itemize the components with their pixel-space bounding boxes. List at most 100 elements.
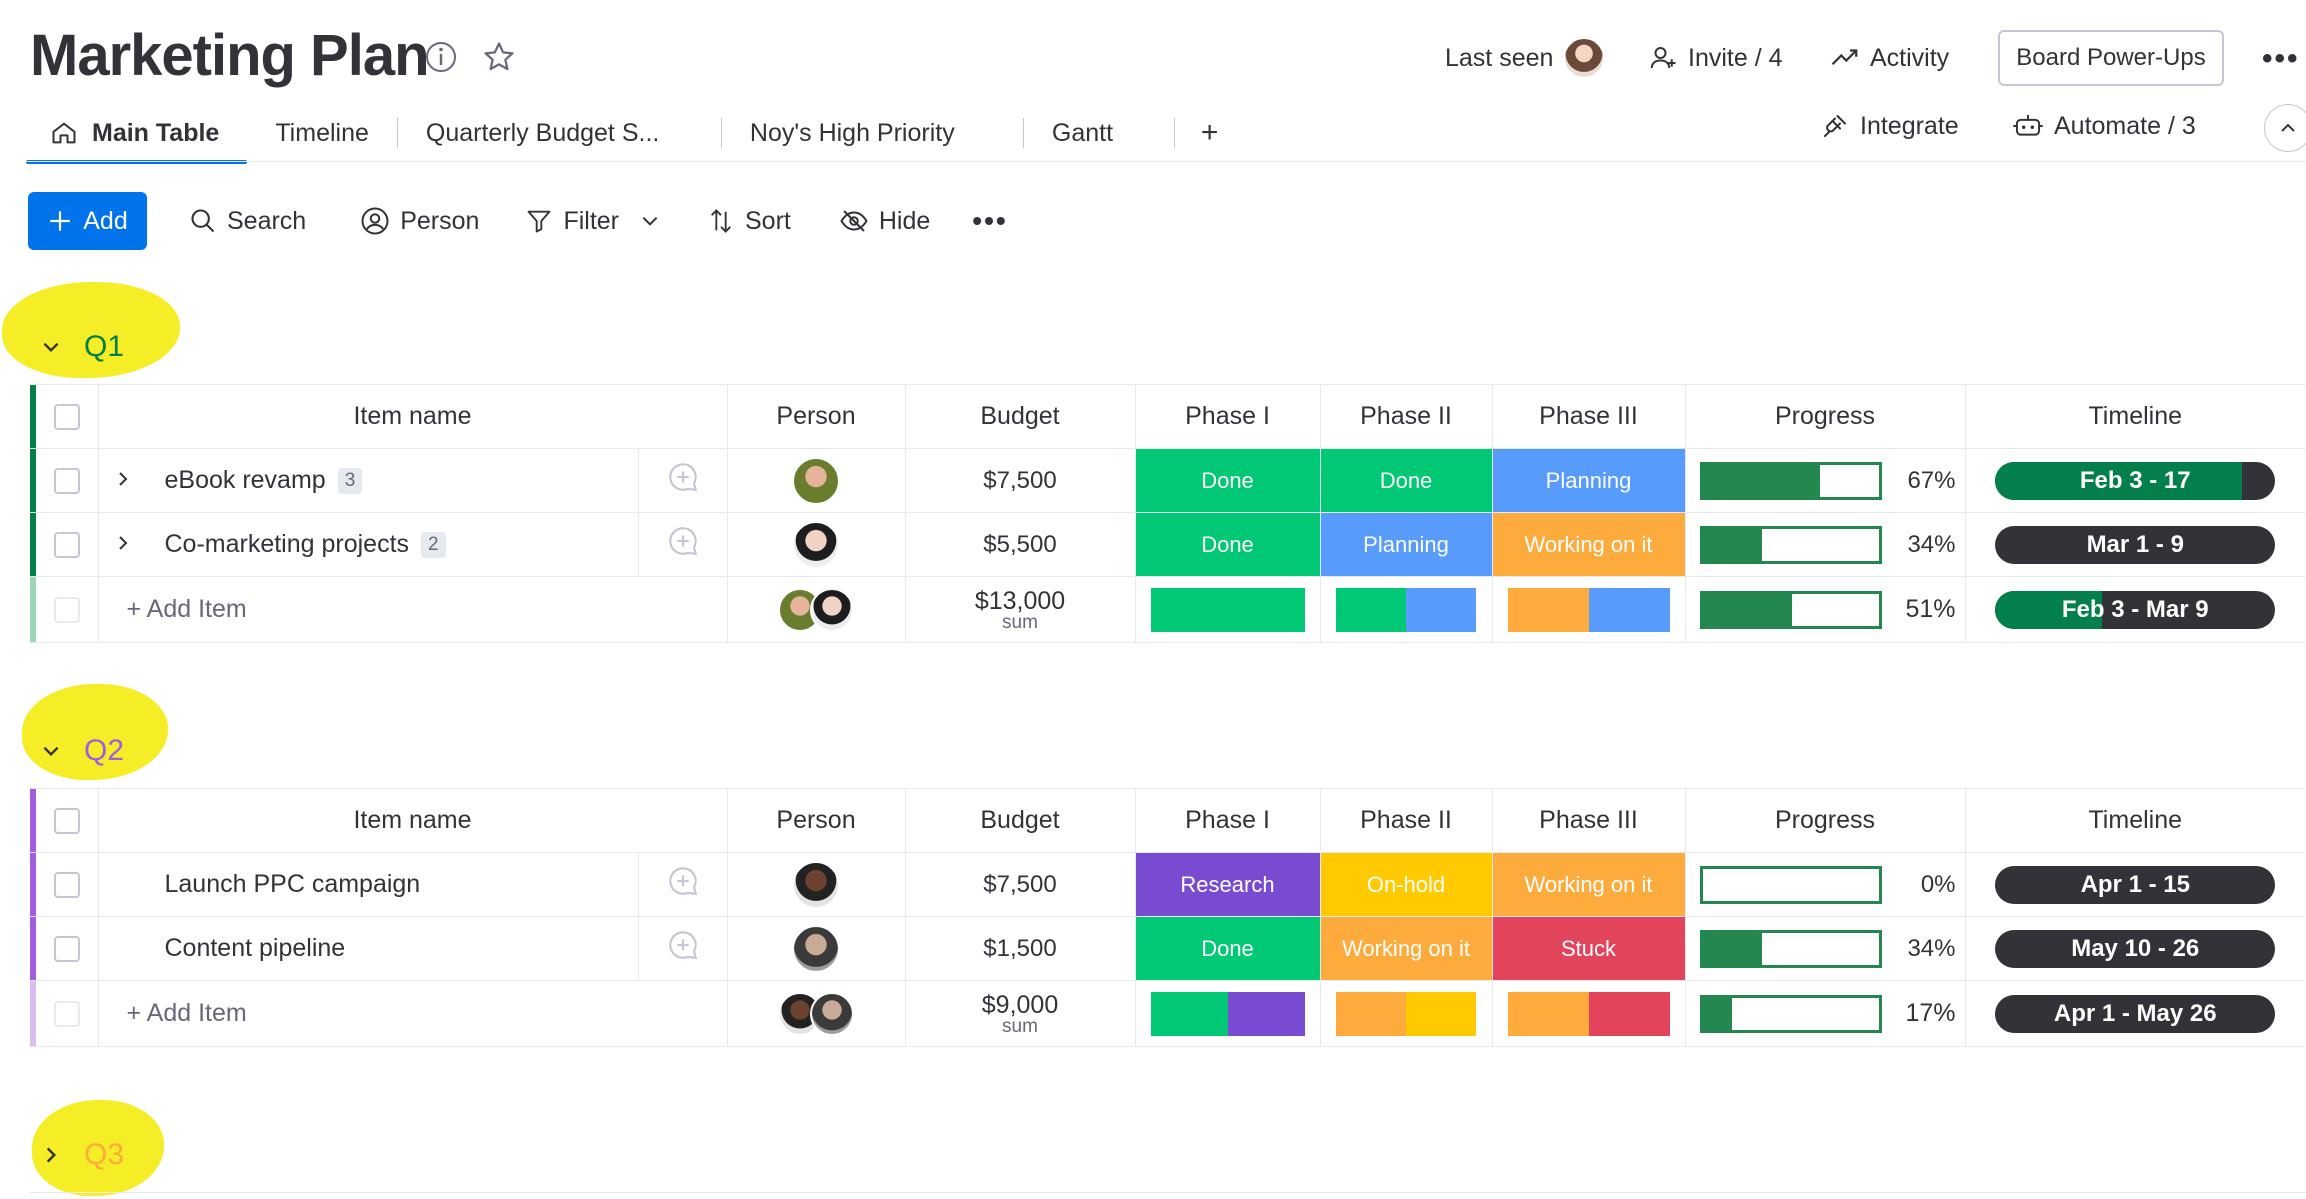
status-label[interactable]: Done xyxy=(1135,513,1319,576)
column-header-item-name[interactable]: Item name xyxy=(98,384,728,449)
status-label[interactable]: Done xyxy=(1135,449,1319,512)
status-label[interactable]: Done xyxy=(1320,449,1491,512)
status-cell-phase-3[interactable]: Planning xyxy=(1492,448,1686,513)
board-power-ups-button[interactable]: Board Power-Ups xyxy=(1998,30,2224,86)
status-cell-phase-2[interactable]: On-hold xyxy=(1320,852,1493,917)
checkbox[interactable] xyxy=(53,532,80,559)
table-row[interactable]: eBook revamp 3 $7,500 Done Done Planning… xyxy=(30,448,2305,513)
timeline-pill[interactable]: Apr 1 - 15 xyxy=(1995,865,2276,904)
invite-button[interactable]: Invite / 4 xyxy=(1648,38,1783,78)
budget-cell[interactable]: $7,500 xyxy=(905,852,1136,917)
item-name[interactable]: eBook revamp xyxy=(164,466,326,494)
integrate-button[interactable]: Integrate xyxy=(1820,106,1959,146)
column-header-phase-1[interactable]: Phase I xyxy=(1135,788,1321,853)
column-header-item-name[interactable]: Item name xyxy=(98,788,728,853)
checkbox[interactable] xyxy=(53,808,80,835)
timeline-pill[interactable]: Mar 1 - 9 xyxy=(1995,525,2276,564)
table-row[interactable]: Content pipeline $1,500 Done Working on … xyxy=(30,916,2305,981)
add-item-cell[interactable]: + Add Item xyxy=(98,980,728,1047)
tab-timeline[interactable]: Timeline xyxy=(247,104,397,162)
status-label[interactable]: Stuck xyxy=(1492,917,1684,980)
status-cell-phase-1[interactable]: Done xyxy=(1135,448,1321,513)
status-label[interactable]: Research xyxy=(1135,853,1319,916)
row-select-cell[interactable] xyxy=(36,916,99,981)
status-label[interactable]: Planning xyxy=(1320,513,1491,576)
hide-button[interactable]: Hide xyxy=(839,206,930,236)
status-label[interactable]: Planning xyxy=(1492,449,1684,512)
item-name[interactable]: Launch PPC campaign xyxy=(164,870,421,898)
last-seen[interactable]: Last seen xyxy=(1445,37,1606,79)
add-item-input[interactable]: + Add Item xyxy=(126,595,247,623)
add-item-button[interactable]: Add xyxy=(28,192,147,250)
column-header-phase-2[interactable]: Phase II xyxy=(1320,384,1493,449)
person-cell[interactable] xyxy=(727,852,906,917)
status-label[interactable]: Working on it xyxy=(1492,853,1684,916)
budget-cell[interactable]: $1,500 xyxy=(905,916,1136,981)
status-cell-phase-2[interactable]: Done xyxy=(1320,448,1493,513)
updates-cell[interactable] xyxy=(638,512,728,577)
status-cell-phase-1[interactable]: Done xyxy=(1135,916,1321,981)
status-cell-phase-1[interactable]: Research xyxy=(1135,852,1321,917)
column-header-phase-2[interactable]: Phase II xyxy=(1320,788,1493,853)
tab-noys-high-priority[interactable]: Noy's High Priority xyxy=(722,104,1023,162)
timeline-cell[interactable]: Apr 1 - 15 xyxy=(1965,852,2305,917)
row-select-cell[interactable] xyxy=(36,852,99,917)
status-cell-phase-2[interactable]: Working on it xyxy=(1320,916,1493,981)
add-update-icon[interactable] xyxy=(666,463,700,500)
more-toolbar-button[interactable]: ••• xyxy=(972,205,1008,236)
tab-main-table[interactable]: Main Table xyxy=(26,104,248,164)
add-update-icon[interactable] xyxy=(666,931,700,968)
person-cell[interactable] xyxy=(727,916,906,981)
timeline-cell[interactable]: May 10 - 26 xyxy=(1965,916,2305,981)
tab-gantt[interactable]: Gantt xyxy=(1024,104,1174,162)
avatar[interactable] xyxy=(792,924,840,973)
status-label[interactable]: On-hold xyxy=(1320,853,1491,916)
chevron-right-icon[interactable] xyxy=(113,529,153,560)
activity-button[interactable]: Activity xyxy=(1830,38,1949,78)
item-name-cell[interactable]: eBook revamp 3 xyxy=(98,448,639,513)
collapse-header-button[interactable] xyxy=(2264,104,2306,152)
updates-cell[interactable] xyxy=(638,448,728,513)
updates-cell[interactable] xyxy=(638,852,728,917)
status-label[interactable]: Done xyxy=(1135,917,1319,980)
select-all-cell[interactable] xyxy=(36,384,99,449)
column-header-budget[interactable]: Budget xyxy=(905,384,1136,449)
group-header-q3[interactable]: Q3 xyxy=(40,1138,124,1172)
avatar[interactable] xyxy=(792,860,840,909)
chevron-right-icon[interactable] xyxy=(113,465,153,496)
info-icon[interactable] xyxy=(424,40,458,74)
updates-cell[interactable] xyxy=(638,916,728,981)
column-header-person[interactable]: Person xyxy=(727,788,906,853)
star-icon[interactable] xyxy=(482,40,516,74)
table-row[interactable]: Co-marketing projects 2 $5,500 Done Plan… xyxy=(30,512,2305,577)
add-item-input[interactable]: + Add Item xyxy=(126,999,247,1027)
filter-button[interactable]: Filter xyxy=(525,207,671,236)
column-header-progress[interactable]: Progress xyxy=(1685,384,1966,449)
group-header-q2[interactable]: Q2 xyxy=(40,734,124,768)
timeline-pill[interactable]: Feb 3 - 17 xyxy=(1995,461,2276,500)
item-name[interactable]: Co-marketing projects xyxy=(164,530,410,558)
timeline-cell[interactable]: Feb 3 - 17 xyxy=(1965,448,2305,513)
column-header-phase-3[interactable]: Phase III xyxy=(1492,788,1686,853)
sort-button[interactable]: Sort xyxy=(707,207,791,236)
add-update-icon[interactable] xyxy=(666,867,700,904)
tab-quarterly-budget[interactable]: Quarterly Budget S... xyxy=(398,104,721,162)
status-cell-phase-3[interactable]: Working on it xyxy=(1492,512,1686,577)
column-header-progress[interactable]: Progress xyxy=(1685,788,1966,853)
status-cell-phase-2[interactable]: Planning xyxy=(1320,512,1493,577)
checkbox[interactable] xyxy=(53,404,80,431)
timeline-cell[interactable]: Mar 1 - 9 xyxy=(1965,512,2305,577)
group-header-q1[interactable]: Q1 xyxy=(40,330,124,364)
add-view-button[interactable]: + xyxy=(1200,116,1219,149)
item-name-cell[interactable]: Content pipeline xyxy=(98,916,639,981)
column-header-timeline[interactable]: Timeline xyxy=(1965,384,2305,449)
checkbox[interactable] xyxy=(53,872,80,899)
more-options-button[interactable]: ••• xyxy=(2262,42,2300,75)
column-header-budget[interactable]: Budget xyxy=(905,788,1136,853)
item-name-cell[interactable]: Launch PPC campaign xyxy=(98,852,639,917)
select-all-cell[interactable] xyxy=(36,788,99,853)
item-name-cell[interactable]: Co-marketing projects 2 xyxy=(98,512,639,577)
search-button[interactable]: Search xyxy=(189,207,306,236)
automate-button[interactable]: Automate / 3 xyxy=(2012,106,2196,146)
row-select-cell[interactable] xyxy=(36,512,99,577)
